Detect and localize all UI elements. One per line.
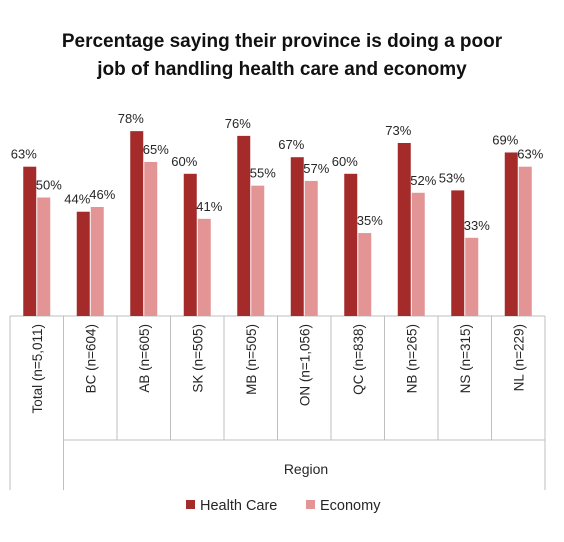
data-label-health-care-nl: 69% [492, 132, 518, 147]
data-labels: 63% 44% 78% 60% 76% 67% 60% 73% 53% 69% 50% 46% 65% 4… [11, 111, 544, 233]
category-labels: Total (n=5,011) BC (n=604) AB (n=605) SK (n… [30, 324, 527, 413]
data-label-economy-sk: 41% [196, 199, 222, 214]
chart-title-line-1: Percentage saying their province is doin… [62, 31, 503, 52]
data-label-health-care-on: 67% [278, 137, 304, 152]
bar-economy-ns [465, 237, 479, 316]
bar-health-care-ab [130, 131, 144, 316]
data-label-economy-nb: 52% [410, 173, 436, 188]
data-label-health-care-nb: 73% [385, 123, 411, 138]
bars [23, 131, 532, 316]
data-label-economy-qc: 35% [357, 213, 383, 228]
legend: Health Care Economy [186, 498, 381, 514]
data-label-health-care-ab: 78% [118, 111, 144, 126]
legend-item-economy: Economy [306, 498, 381, 514]
data-label-health-care-mb: 76% [225, 116, 251, 131]
data-label-economy-mb: 55% [250, 166, 276, 181]
data-label-health-care-qc: 60% [332, 154, 358, 169]
bar-health-care-bc [76, 211, 90, 316]
legend-label-economy: Economy [320, 498, 381, 514]
bar-economy-on [304, 180, 318, 316]
legend-label-health-care: Health Care [200, 498, 277, 514]
category-label-ab: AB (n=605) [137, 324, 152, 393]
data-label-health-care-ns: 53% [439, 170, 465, 185]
category-label-nl: NL (n=229) [511, 324, 526, 391]
data-label-economy-on: 57% [303, 161, 329, 176]
category-label-on: ON (n=1,056) [297, 324, 312, 406]
category-label-mb: MB (n=505) [244, 324, 259, 395]
data-label-economy-ab: 65% [143, 142, 169, 157]
category-label-nb: NB (n=265) [404, 324, 419, 393]
bar-economy-mb [251, 185, 265, 316]
bar-health-care-ns [451, 190, 465, 316]
bar-health-care-mb [237, 135, 251, 316]
data-label-economy-bc: 46% [89, 187, 115, 202]
bar-economy-nl [518, 166, 532, 316]
data-label-economy-total: 50% [36, 178, 62, 193]
bar-economy-sk [197, 218, 211, 316]
chart-title-line-2: job of handling health care and economy [96, 59, 467, 80]
data-label-health-care-total: 63% [11, 147, 37, 162]
data-label-economy-ns: 33% [464, 218, 490, 233]
bar-health-care-qc [344, 173, 358, 316]
bar-economy-total [37, 197, 51, 316]
category-label-bc: BC (n=604) [83, 324, 98, 393]
x-axis-title: Region [284, 461, 328, 477]
bar-economy-bc [90, 206, 104, 316]
legend-swatch-health-care [186, 500, 195, 509]
category-label-qc: QC (n=838) [351, 324, 366, 395]
bar-economy-qc [358, 233, 372, 316]
bar-health-care-total [23, 166, 37, 316]
legend-swatch-economy [306, 500, 315, 509]
bar-economy-ab [144, 161, 158, 316]
bar-health-care-sk [183, 173, 197, 316]
bar-health-care-on [290, 157, 304, 316]
category-label-sk: SK (n=505) [190, 324, 205, 393]
data-label-health-care-sk: 60% [171, 154, 197, 169]
bar-health-care-nb [397, 142, 411, 316]
data-label-health-care-bc: 44% [64, 192, 90, 207]
bar-economy-nb [411, 192, 425, 316]
category-label-total: Total (n=5,011) [30, 324, 45, 413]
legend-item-health-care: Health Care [186, 498, 277, 514]
category-label-ns: NS (n=315) [458, 324, 473, 393]
bar-health-care-nl [504, 152, 518, 316]
data-label-economy-nl: 63% [517, 147, 543, 162]
